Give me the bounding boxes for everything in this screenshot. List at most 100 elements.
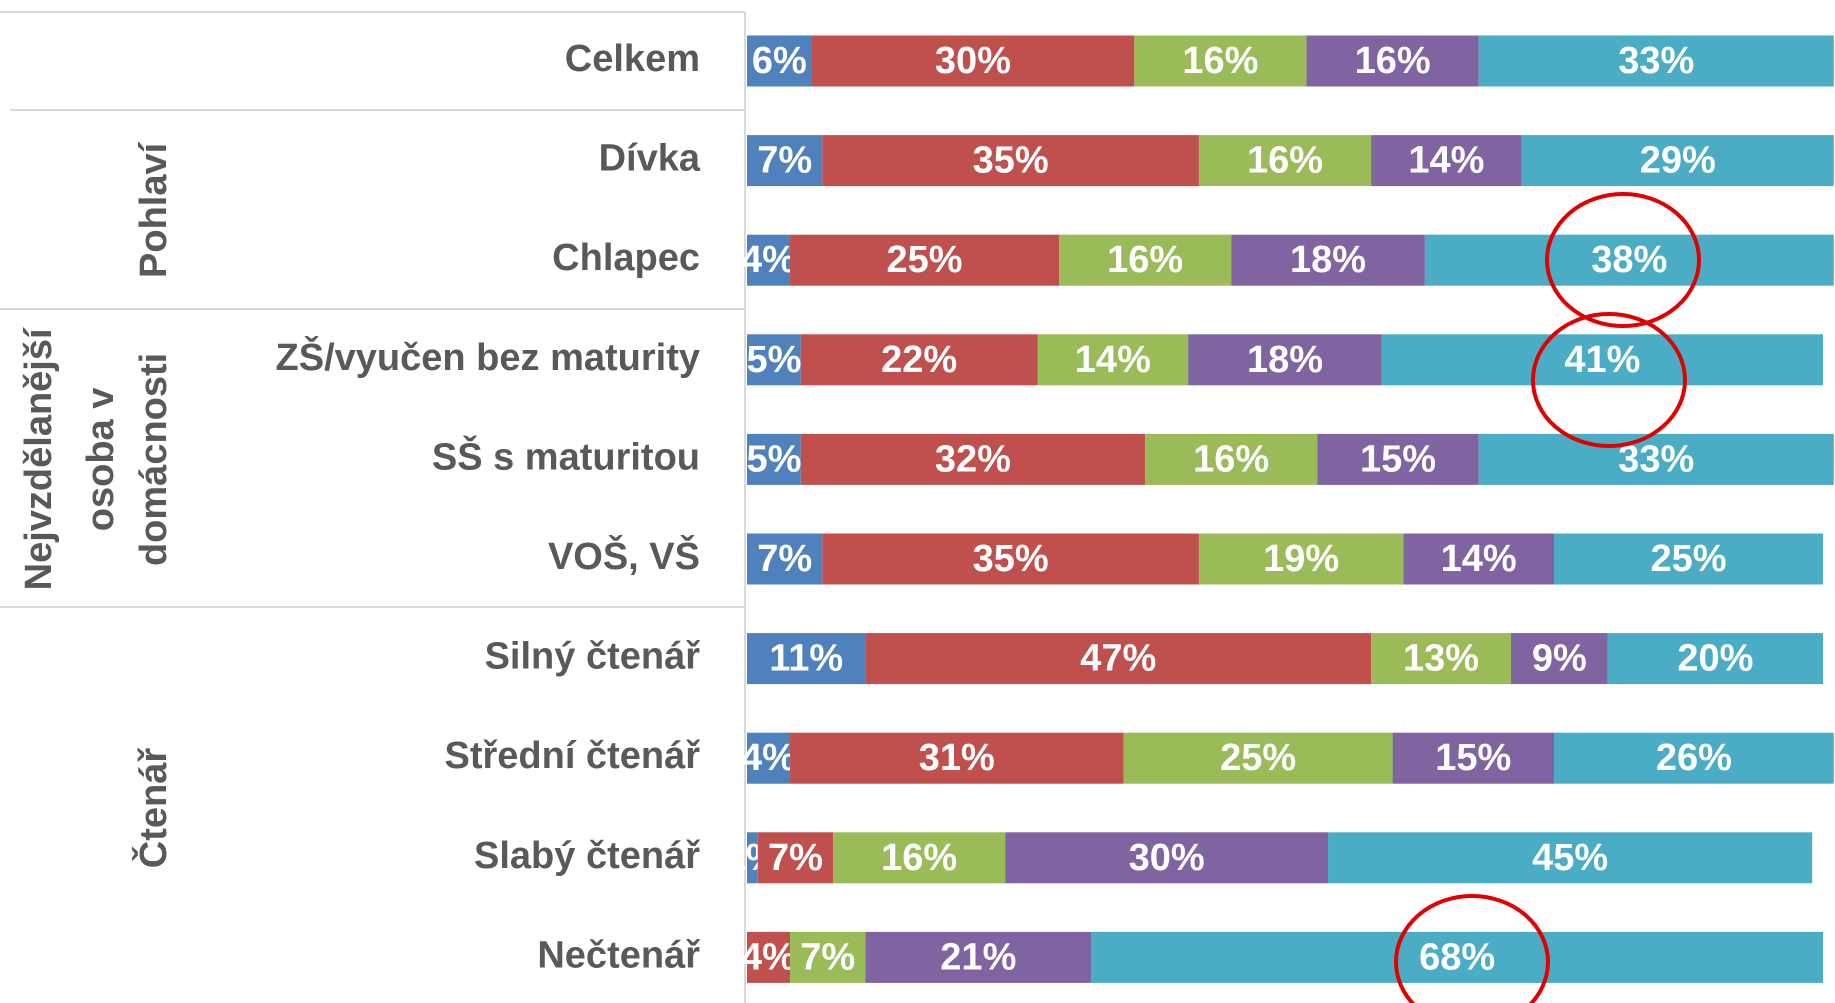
data-label: 6% [752,40,807,82]
data-label: 15% [1435,737,1511,779]
bar-segment [1037,334,1189,386]
category-label: Střední čtenář [444,735,700,777]
data-label: 25% [887,239,963,281]
data-label: 45% [1532,837,1608,879]
bar-segment [800,433,1146,485]
bar-segment [822,533,1199,585]
data-label: 9% [1532,638,1587,680]
data-label: 35% [973,538,1049,580]
bar-segment [790,732,1124,784]
data-label: 30% [1129,837,1205,879]
bar-segment [1424,234,1834,286]
bar-segment [747,234,791,286]
data-label: 4% [741,936,796,978]
group-label: osoba v [80,388,122,532]
bar-segment [1510,633,1608,685]
bar-segment [822,135,1199,187]
bar-segment [1478,433,1834,485]
data-label: 13% [1403,638,1479,680]
data-label: 16% [1355,40,1431,82]
bar-segment [1478,35,1834,87]
bar-segment [790,234,1060,286]
data-label: 16% [1193,438,1269,480]
data-label: 47% [1080,638,1156,680]
highlight-circle [1531,312,1687,448]
highlight-circle [1545,192,1701,328]
data-label: 22% [881,339,957,381]
bar-segment [1059,234,1232,286]
bar-segment [800,334,1038,386]
bar-segment [747,334,801,386]
category-label: Dívka [599,138,701,180]
bars: 6% 30% 16% 16% 33% 7% 35% 16% 14% 29% 4% 25% 16% 18% 3… [725,35,1834,983]
bar-segment [865,931,1092,983]
data-label: 25% [1650,538,1726,580]
data-label: 41% [1564,339,1640,381]
data-label: 5% [746,438,801,480]
data-label: 31% [919,737,995,779]
data-label: 19% [1263,538,1339,580]
bar-segment [747,633,866,685]
data-label: 4% [741,737,796,779]
separators [0,11,746,1003]
data-label: 14% [1408,140,1484,182]
data-label: 18% [1247,339,1323,381]
bar-segment [1392,732,1554,784]
bar-segment [747,35,812,87]
category-label: Slabý čtenář [474,835,700,877]
group-label: Nejvzdělanější [18,327,60,590]
data-label: 7% [757,538,812,580]
category-label: VOŠ, VŠ [548,533,700,578]
data-label: 33% [1618,40,1694,82]
data-label: 14% [1075,339,1151,381]
bar-segment [747,433,801,485]
bar-segment [1607,633,1823,685]
category-label: Nečtenář [537,934,700,976]
bar-segment [747,931,791,983]
data-label: 38% [1591,239,1667,281]
data-label: 18% [1290,239,1366,281]
data-label: 16% [881,837,957,879]
bar-segment [1145,433,1318,485]
annotations [1394,192,1701,1003]
data-label: 68% [1419,936,1495,978]
bar-segment [1198,533,1404,585]
bar-segment [1521,135,1834,187]
bar-segment [1188,334,1382,386]
bar-segment [1091,931,1823,983]
data-label: 7% [757,140,812,182]
bar-segment [747,533,823,585]
bar-segment [865,633,1372,685]
data-label: 21% [940,936,1016,978]
group-label: Pohlaví [133,141,175,278]
bar-segment [811,35,1135,87]
category-label: Silný čtenář [485,636,701,678]
bar-segment [1123,732,1393,784]
bar-segment [747,732,791,784]
data-label: 7% [800,936,855,978]
group-label: Čtenář [130,748,175,869]
category-label: SŠ s maturitou [432,433,700,478]
data-label: 4% [741,239,796,281]
bar-segment [1317,433,1479,485]
bar-segment [1328,832,1813,884]
bar-segment [1198,135,1372,187]
data-label: 20% [1677,638,1753,680]
bar-segment [1306,35,1479,87]
bar-segment [747,135,823,187]
bar-segment [1371,633,1511,685]
data-label: 5% [746,339,801,381]
data-label: 16% [1182,40,1258,82]
highlight-circle [1394,894,1550,1003]
data-label: 16% [1247,140,1323,182]
bar-segment [747,832,758,884]
bar-segment [1005,832,1329,884]
bar-segment [1381,334,1823,386]
bar-segment [757,832,834,884]
data-label: 32% [935,438,1011,480]
data-label: 29% [1640,140,1716,182]
data-label: 15% [1360,438,1436,480]
data-label: 30% [935,40,1011,82]
data-label: 14% [1441,538,1517,580]
